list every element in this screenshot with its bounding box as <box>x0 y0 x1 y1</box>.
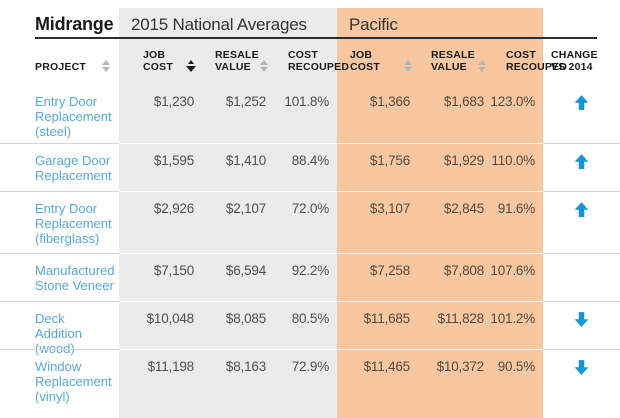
table-row: Garage Door Replacement $1,595 $1,410 88… <box>0 143 620 191</box>
national-cost-recouped-value: 72.0% <box>274 191 337 253</box>
change-indicator-cell <box>543 85 620 143</box>
cost-recouped-label-line1: COST <box>288 49 318 61</box>
national-cost-recouped-value: 88.4% <box>274 143 337 191</box>
project-column-label: PROJECT <box>35 61 86 73</box>
national-cost-recouped-value: 101.8% <box>284 94 329 109</box>
change-arrow-icon <box>573 201 590 218</box>
national-cost-recouped-value: 92.2% <box>274 253 337 301</box>
national-job-cost-value: $1,230 <box>153 94 194 109</box>
resale-value-label-line1: RESALE <box>431 49 475 61</box>
pacific-cost-recouped-value: 91.6% <box>492 191 543 253</box>
cost-recouped-label-line2: RECOUPED <box>288 61 350 73</box>
change-indicator-cell <box>543 253 620 301</box>
change-arrow-icon <box>573 359 590 376</box>
column-header-row: PROJECT JOB COST RESALE VALUE COST RECOU… <box>0 40 620 85</box>
column-header-project[interactable]: PROJECT <box>0 40 119 85</box>
pacific-job-cost-value: $7,258 <box>337 253 418 301</box>
pacific-resale-value: $1,683 <box>443 94 484 109</box>
project-name-link[interactable]: Window Replacement (vinyl) <box>0 349 119 418</box>
job-cost-label-line2: COST <box>143 61 173 73</box>
table-row: Entry Door Replacement (steel) $1,230 $1… <box>0 85 620 143</box>
sort-icon[interactable] <box>260 60 268 72</box>
national-resale-value: $8,163 <box>202 349 274 418</box>
pacific-cost-recouped-value: 123.0% <box>490 94 535 109</box>
change-label-line1: CHANGE <box>551 49 598 61</box>
project-name-link[interactable]: Entry Door Replacement (fiberglass) <box>0 191 119 253</box>
pacific-resale-value: $7,808 <box>418 253 492 301</box>
column-header-pacific-job-cost[interactable]: JOB COST <box>337 40 418 85</box>
pacific-job-cost-value: $1,366 <box>369 94 410 109</box>
table-row: Entry Door Replacement (fiberglass) $2,9… <box>0 191 620 253</box>
change-indicator-cell <box>543 191 620 253</box>
project-name-link[interactable]: Garage Door Replacement <box>0 143 119 191</box>
job-cost-label-line2: COST <box>350 61 380 73</box>
change-arrow-icon <box>573 311 590 328</box>
column-header-national-job-cost[interactable]: JOB COST <box>119 40 202 85</box>
pacific-cost-recouped-value: 107.6% <box>490 253 543 301</box>
header-divider <box>35 37 597 39</box>
job-cost-label-line1: JOB <box>350 49 373 61</box>
national-resale-value: $1,252 <box>225 94 266 109</box>
cost-recouped-label-line1: COST <box>506 49 536 61</box>
column-header-pacific-cost-recouped: COST RECOUPED <box>492 40 567 85</box>
pacific-resale-value: $11,828 <box>418 301 492 356</box>
pacific-job-cost-value: $11,685 <box>337 301 418 356</box>
resale-value-label-line2: VALUE <box>215 61 251 73</box>
project-name-link[interactable]: Deck Addition (wood) <box>0 301 119 356</box>
pacific-job-cost-value: $11,465 <box>337 349 418 418</box>
change-arrow-icon <box>573 153 590 170</box>
national-job-cost-value: $2,926 <box>119 191 202 253</box>
pacific-job-cost-value: $1,756 <box>337 143 418 191</box>
pacific-job-cost-value: $3,107 <box>337 191 418 253</box>
national-job-cost-value: $10,048 <box>119 301 202 356</box>
pacific-resale-value: $2,845 <box>418 191 492 253</box>
pacific-resale-value: $1,929 <box>418 143 492 191</box>
national-job-cost-value: $1,595 <box>119 143 202 191</box>
change-indicator-cell <box>543 143 620 191</box>
change-indicator-cell <box>543 349 620 418</box>
national-resale-value: $6,594 <box>202 253 274 301</box>
column-header-national-cost-recouped: COST RECOUPED <box>274 40 349 85</box>
change-label-line2: VS 2014 <box>551 61 593 73</box>
national-resale-value: $8,085 <box>202 301 274 356</box>
change-arrow-icon <box>573 94 590 111</box>
job-cost-label-line1: JOB <box>143 49 166 61</box>
resale-value-label-line2: VALUE <box>431 61 467 73</box>
column-header-national-resale-value[interactable]: RESALE VALUE <box>202 40 274 85</box>
sort-icon[interactable] <box>102 60 110 72</box>
cost-recouped-label-line2: RECOUPED <box>506 61 568 73</box>
project-name-link[interactable]: Entry Door Replacement (steel) <box>35 94 112 139</box>
national-group-title: 2015 National Averages <box>131 15 307 34</box>
pacific-resale-value: $10,372 <box>418 349 492 418</box>
column-header-change-vs-2014: CHANGE VS 2014 <box>543 40 620 85</box>
national-cost-recouped-value: 80.5% <box>274 301 337 356</box>
national-job-cost-value: $7,150 <box>119 253 202 301</box>
sort-icon-active[interactable] <box>186 60 196 72</box>
national-resale-value: $1,410 <box>202 143 274 191</box>
table-row: Window Replacement (vinyl) $11,198 $8,16… <box>0 349 620 418</box>
page-title: Midrange <box>35 14 114 34</box>
sort-icon[interactable] <box>478 60 486 72</box>
national-resale-value: $2,107 <box>202 191 274 253</box>
column-header-pacific-resale-value[interactable]: RESALE VALUE <box>418 40 492 85</box>
table-body: Entry Door Replacement (steel) $1,230 $1… <box>0 85 620 418</box>
national-cost-recouped-value: 72.9% <box>274 349 337 418</box>
table-row: Deck Addition (wood) $10,048 $8,085 80.5… <box>0 301 620 356</box>
pacific-group-title: Pacific <box>349 15 398 34</box>
project-name-link[interactable]: Manufactured Stone Veneer <box>0 253 119 301</box>
pacific-cost-recouped-value: 110.0% <box>491 143 543 191</box>
table-row: Manufactured Stone Veneer $7,150 $6,594 … <box>0 253 620 301</box>
pacific-cost-recouped-value: 101.2% <box>490 301 543 356</box>
sort-icon[interactable] <box>404 60 412 72</box>
pacific-cost-recouped-value: 90.5% <box>492 349 543 418</box>
resale-value-label-line1: RESALE <box>215 49 259 61</box>
national-job-cost-value: $11,198 <box>119 349 202 418</box>
change-indicator-cell <box>543 301 620 356</box>
